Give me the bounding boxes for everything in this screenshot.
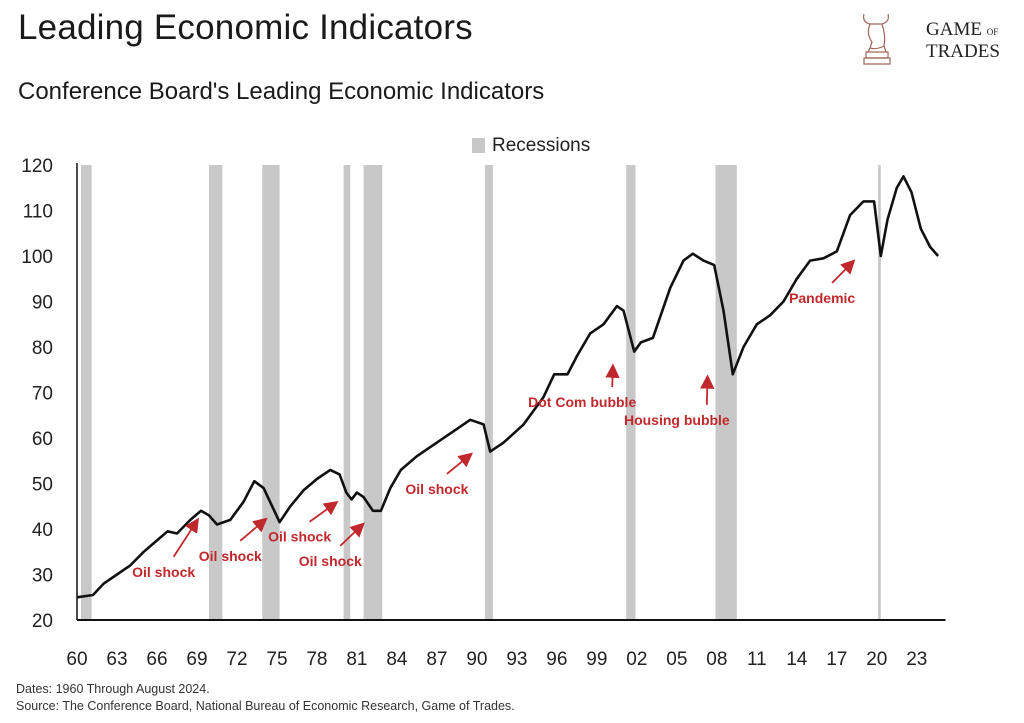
annotation-label: Dot Com bubble (528, 394, 636, 410)
recession-band (484, 165, 493, 620)
x-tick-label: 11 (747, 649, 767, 670)
x-tick-label: 84 (386, 649, 408, 670)
annotation-label: Oil shock (199, 548, 262, 564)
x-tick-label: 90 (466, 649, 487, 670)
legend-swatch-recessions (472, 138, 485, 153)
legend-label-recessions: Recessions (492, 135, 590, 156)
x-tick-label: 14 (786, 649, 808, 670)
x-tick-label: 08 (706, 649, 727, 670)
annotation-arrow (309, 500, 339, 523)
x-tick-label: 05 (666, 649, 687, 670)
x-tick-label: 69 (186, 649, 207, 670)
axes: 20 30 40 50 60 70 80 90 100 110 120 60 63 66 69 72 75 78 8… (21, 156, 946, 670)
x-tick-label: 72 (226, 649, 247, 670)
x-tick-label: 99 (586, 649, 607, 670)
x-tick-label: 60 (66, 649, 87, 670)
bull-knight-icon (863, 13, 891, 65)
annotation-arrow (446, 452, 474, 475)
logo-word-game: GAME (926, 19, 982, 40)
logo-wordmark: GAME OF TRADES (926, 20, 1000, 62)
recession-band (208, 165, 223, 620)
annotation-arrow (700, 374, 715, 405)
annotation-arrow (831, 259, 856, 284)
recession-bands (80, 165, 881, 620)
annotation: Pandemic (789, 259, 856, 306)
annotation: Housing bubble (624, 374, 730, 428)
y-tick-label: 100 (21, 247, 53, 268)
recession-band (80, 165, 92, 620)
annotation-label: Oil shock (405, 481, 468, 497)
annotation-label: Pandemic (789, 290, 855, 306)
dates-note: Dates: 1960 Through August 2024. (16, 682, 210, 696)
y-tick-label: 30 (32, 566, 53, 587)
source-note: Source: The Conference Board, National B… (16, 699, 515, 713)
x-tick-label: 23 (906, 649, 927, 670)
lei-line (76, 175, 940, 599)
logo-word-trades: TRADES (926, 41, 1000, 62)
annotation-arrow (172, 517, 199, 558)
x-tick-label: 75 (266, 649, 287, 670)
lei-series (76, 175, 940, 599)
y-tick-label: 110 (23, 202, 53, 223)
annotation: Oil shock (199, 517, 268, 564)
annotation-arrow (239, 517, 268, 542)
annotation: Oil shock (132, 517, 199, 580)
x-tick-label: 63 (106, 649, 127, 670)
x-tick-label: 02 (626, 649, 647, 670)
annotation-label: Oil shock (132, 564, 195, 580)
x-tick-label: 66 (146, 649, 167, 670)
annotation-label: Oil shock (268, 529, 331, 545)
recession-band (343, 165, 351, 620)
recession-band (715, 165, 737, 620)
y-tick-label: 90 (32, 293, 53, 314)
x-tick-label: 87 (426, 649, 447, 670)
x-tick-label: 78 (306, 649, 327, 670)
page-title: Leading Economic Indicators (18, 8, 473, 47)
y-tick-label: 80 (32, 338, 53, 359)
logo-word-of: OF (986, 27, 999, 37)
annotation-arrow (605, 363, 620, 388)
y-tick-label: 120 (21, 156, 53, 177)
y-tick-label: 40 (32, 520, 53, 541)
x-tick-label: 81 (346, 649, 367, 670)
x-tick-label: 17 (826, 649, 847, 670)
annotation: Oil shock (299, 522, 365, 569)
y-tick-label: 50 (32, 475, 53, 496)
annotation: Oil shock (405, 452, 474, 497)
x-tick-label: 93 (506, 649, 527, 670)
annotation-label: Housing bubble (624, 412, 730, 428)
game-of-trades-logo: GAME OF TRADES (856, 8, 1016, 68)
x-tick-label: 20 (866, 649, 887, 670)
x-tick-label: 96 (546, 649, 567, 670)
annotation: Dot Com bubble (528, 363, 636, 410)
recession-band (626, 165, 636, 620)
y-tick-label: 70 (32, 384, 53, 405)
y-tick-label: 60 (32, 429, 53, 450)
legend: Recessions (472, 135, 590, 156)
recession-band (878, 165, 881, 620)
recession-band (262, 165, 280, 620)
annotation-label: Oil shock (299, 553, 362, 569)
annotation: Oil shock (268, 500, 339, 545)
footnotes: Dates: 1960 Through August 2024. Source:… (16, 681, 515, 715)
annotation-arrow (339, 522, 365, 547)
y-tick-label: 20 (32, 611, 53, 632)
chart-subtitle: Conference Board's Leading Economic Indi… (18, 78, 545, 105)
recession-band (363, 165, 383, 620)
